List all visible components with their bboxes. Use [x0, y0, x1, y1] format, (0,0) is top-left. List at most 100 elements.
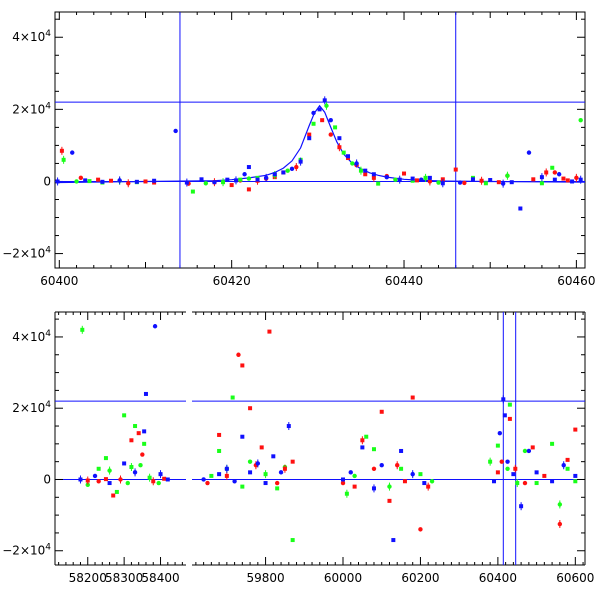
data-point — [125, 480, 130, 486]
data-point — [483, 181, 488, 186]
x-tick-label: 60200 — [401, 571, 439, 585]
data-point — [230, 395, 235, 400]
data-point — [410, 178, 415, 183]
data-point — [307, 136, 312, 141]
data-point — [376, 181, 381, 186]
data-point — [418, 527, 423, 532]
data-point — [122, 461, 127, 466]
data-point — [470, 177, 475, 182]
data-point — [399, 448, 404, 453]
data-point — [340, 480, 346, 486]
data-point — [271, 454, 276, 459]
data-point — [138, 463, 143, 468]
data-point — [212, 179, 217, 185]
data-point — [502, 413, 507, 418]
data-point — [496, 180, 501, 185]
data-point — [272, 172, 277, 177]
data-point — [92, 473, 98, 479]
data-point — [495, 443, 500, 448]
data-point — [70, 150, 75, 155]
data-point — [573, 479, 578, 484]
data-point — [507, 402, 512, 407]
data-point — [274, 480, 280, 486]
data-point — [422, 481, 427, 486]
data-point — [255, 177, 260, 182]
data-point — [275, 486, 280, 491]
data-point — [530, 445, 535, 450]
data-point — [317, 107, 322, 112]
zoom-panel: 60400 60420 60440 60460 4×104 2×104 0 −2×104 — [2, 11, 595, 288]
full-plot-segment — [192, 312, 585, 565]
data-point — [156, 480, 161, 486]
data-point — [552, 170, 558, 175]
data-point — [414, 178, 419, 183]
data-point — [205, 480, 210, 486]
plot-frame — [54, 11, 586, 269]
data-point — [505, 459, 510, 464]
data-point — [78, 175, 84, 181]
x-tick-label: 60400 — [479, 571, 517, 585]
y-tick-label: 0 — [43, 472, 51, 486]
x-tick-label: 60460 — [557, 274, 595, 288]
data-point — [190, 189, 195, 194]
data-point — [152, 324, 158, 329]
y-tick-label: 2×104 — [12, 400, 51, 415]
data-point — [573, 427, 578, 432]
data-point — [240, 434, 245, 439]
data-point — [289, 166, 295, 172]
data-point — [534, 470, 539, 475]
data-point — [259, 445, 264, 450]
data-point — [565, 466, 570, 471]
data-point — [203, 181, 209, 186]
data-point — [217, 472, 222, 477]
data-point — [143, 391, 148, 396]
data-point — [495, 470, 500, 475]
data-point — [267, 329, 272, 334]
x-tick-label: 59800 — [246, 571, 284, 585]
data-point — [111, 493, 116, 498]
data-point — [240, 484, 245, 489]
data-point — [539, 181, 544, 186]
data-point — [290, 459, 295, 464]
data-point — [333, 125, 338, 130]
data-point — [142, 441, 147, 446]
data-point — [281, 170, 286, 175]
data-point — [573, 473, 578, 478]
data-point — [103, 477, 108, 482]
data-point — [352, 484, 357, 489]
data-point — [518, 206, 523, 211]
data-point — [350, 161, 355, 166]
data-point — [419, 177, 424, 182]
data-point — [341, 477, 346, 482]
data-point — [278, 470, 284, 475]
data-point — [379, 409, 384, 414]
x-tick-label: 60000 — [324, 571, 362, 585]
data-point — [311, 121, 316, 126]
data-point — [201, 477, 206, 482]
model-curve — [59, 104, 585, 184]
data-point — [550, 165, 555, 170]
x-tick-label: 60600 — [556, 571, 594, 585]
data-point — [229, 183, 234, 188]
data-point — [238, 177, 243, 182]
data-point — [140, 452, 145, 457]
data-point — [217, 432, 222, 437]
data-point — [85, 482, 90, 488]
data-point — [290, 538, 295, 543]
data-point — [578, 117, 583, 123]
data-point — [100, 179, 105, 184]
data-point — [328, 132, 333, 137]
data-point — [96, 479, 101, 484]
y-tick-label: −2×104 — [2, 246, 51, 261]
data-point — [391, 538, 396, 543]
data-point — [285, 168, 290, 173]
data-point — [402, 479, 407, 484]
x-tick-label: 60420 — [213, 274, 251, 288]
data-point — [96, 177, 101, 182]
data-point — [364, 434, 369, 439]
data-point — [109, 178, 114, 183]
data-point — [96, 466, 101, 471]
data-point — [363, 172, 368, 177]
y-tick-label: −2×104 — [2, 543, 51, 558]
